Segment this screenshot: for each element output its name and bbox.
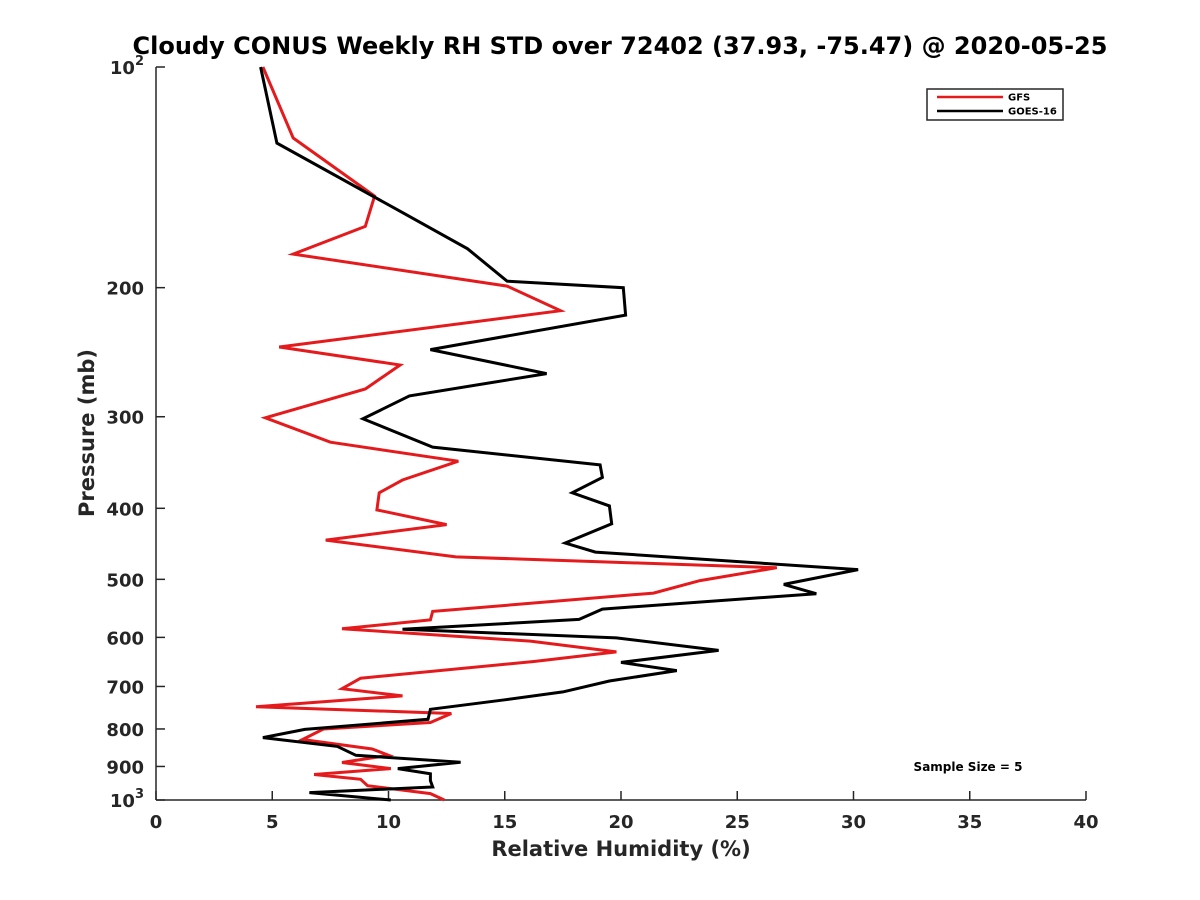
x-axis-ticks: 0 5 10 15 20 25 30 35 40 <box>150 791 1099 833</box>
y-tick-exponent: 2 <box>135 54 144 69</box>
y-tick-label: 200 <box>106 279 144 300</box>
x-tick-label: 5 <box>266 812 279 833</box>
chart-title: Cloudy CONUS Weekly RH STD over 72402 (3… <box>133 32 1108 60</box>
y-axis-label: Pressure (mb) <box>75 349 99 517</box>
y-tick-label: 103 <box>110 787 144 812</box>
series-layer <box>255 66 859 802</box>
y-tick-label: 700 <box>106 677 144 698</box>
series-line-gfs <box>255 66 778 802</box>
legend-box <box>926 88 1064 121</box>
y-tick-exponent: 3 <box>135 787 144 802</box>
x-axis-label: Relative Humidity (%) <box>491 837 750 861</box>
x-tick-label: 10 <box>376 812 401 833</box>
legend: GFS GOES-16 <box>926 88 1064 121</box>
plot-area <box>155 67 1086 801</box>
y-tick-label: 900 <box>106 757 144 778</box>
y-tick-base: 10 <box>110 58 135 79</box>
x-tick-label: 25 <box>725 812 750 833</box>
y-tick-label: 400 <box>106 499 144 520</box>
legend-entry-label: GOES-16 <box>1008 107 1057 118</box>
series-line-goes-16 <box>259 66 859 802</box>
y-tick-label: 300 <box>106 408 144 429</box>
y-tick-label: 600 <box>106 628 144 649</box>
sample-size-annotation: Sample Size = 5 <box>914 760 1023 774</box>
plot-background <box>156 67 1086 800</box>
x-tick-label: 30 <box>841 812 866 833</box>
y-tick-label: 102 <box>110 54 144 79</box>
x-tick-label: 15 <box>492 812 517 833</box>
y-tick-base: 10 <box>110 791 135 812</box>
legend-entry-label: GFS <box>1008 93 1030 104</box>
x-tick-label: 35 <box>957 812 982 833</box>
x-tick-label: 20 <box>608 812 633 833</box>
x-tick-label: 40 <box>1073 812 1098 833</box>
x-tick-label: 0 <box>150 812 163 833</box>
y-tick-label: 800 <box>106 720 144 741</box>
y-tick-label: 500 <box>106 570 144 591</box>
